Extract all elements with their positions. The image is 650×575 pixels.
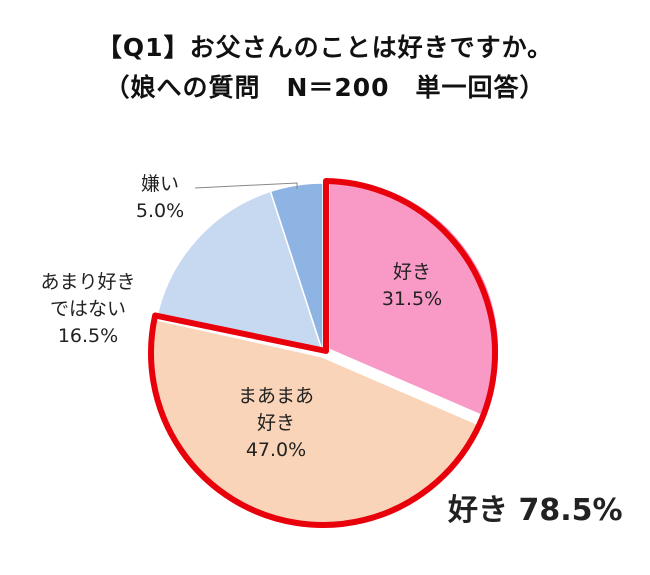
pie-slice-2: [156, 190, 325, 355]
slice-category-label: 好き: [393, 261, 431, 283]
pie-slice-0: [328, 178, 500, 418]
leader-line: [194, 182, 298, 190]
slice-label-0: 好き 31.5%: [382, 261, 442, 310]
slice-value-label: 31.5%: [382, 288, 442, 310]
slice-value-label: 16.5%: [58, 325, 118, 347]
slice-value-label: 47.0%: [246, 439, 306, 461]
highlight-outline: [148, 178, 498, 528]
slice-category-label: 好き: [257, 412, 295, 434]
slice-label-3: 嫌い 5.0%: [136, 173, 184, 222]
chart-subtitle: （娘への質問 N＝200 単一回答）: [104, 73, 546, 102]
slice-category-label: あまり好き: [40, 271, 135, 293]
slice-category-label: 嫌い: [141, 173, 179, 195]
chart-title: 【Q1】お父さんのことは好きですか。: [96, 33, 554, 62]
slice-value-label: 5.0%: [136, 200, 184, 222]
slice-category-label: ではない: [50, 298, 126, 320]
slice-category-label: まあまあ: [238, 385, 314, 407]
pie-slice-3: [269, 182, 324, 354]
highlight-annotation: 好き 78.5%: [447, 493, 623, 528]
